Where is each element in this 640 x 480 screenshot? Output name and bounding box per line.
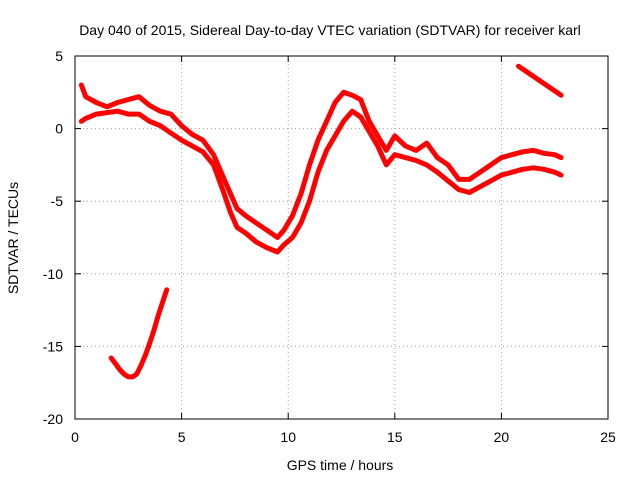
- grid-lines: [75, 56, 608, 419]
- x-axis-label: GPS time / hours: [287, 457, 394, 473]
- y-axis-label: SDTVAR / TECUs: [5, 182, 21, 294]
- x-tick-label: 25: [600, 429, 616, 445]
- y-tick-label: -5: [51, 193, 64, 209]
- y-tick-label: 5: [55, 48, 63, 64]
- trace-late-segment: [516, 63, 564, 98]
- y-tick-label: -10: [43, 266, 63, 282]
- y-tick-label: 0: [55, 121, 63, 137]
- axis-ticks: 0 5 10 15 20 25 5 0 -5 -10 -15 -20: [43, 48, 616, 445]
- x-tick-label: 5: [178, 429, 186, 445]
- trace-main-upper: [78, 82, 564, 240]
- trace-main-lower: [78, 108, 564, 255]
- x-tick-label: 0: [71, 429, 79, 445]
- x-tick-label: 15: [387, 429, 403, 445]
- chart-title: Day 040 of 2015, Sidereal Day-to-day VTE…: [79, 22, 581, 38]
- y-tick-label: -20: [43, 411, 63, 427]
- trace-early-arc: [108, 287, 170, 380]
- data-traces: [78, 63, 564, 380]
- x-tick-label: 20: [494, 429, 510, 445]
- y-tick-label: -15: [43, 338, 63, 354]
- x-tick-label: 10: [280, 429, 296, 445]
- plot-frame: [74, 55, 609, 420]
